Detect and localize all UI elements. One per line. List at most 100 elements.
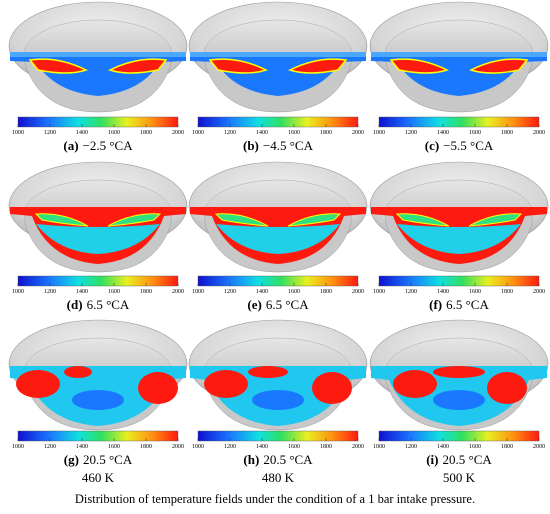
colorbar-tick-label: 1800 [140, 289, 152, 295]
panel-tag: (c) [425, 138, 439, 153]
hot-zone [138, 372, 178, 404]
warm-zone [72, 390, 124, 410]
streak [34, 213, 89, 227]
panel-tag: (d) [67, 297, 83, 312]
panel: 1000 1200 1400 1600 1800 2000 (e) 6.5 °CA [188, 161, 368, 312]
colorbar-tick-label: 1600 [469, 444, 481, 450]
caption: Distribution of temperature fields under… [75, 492, 475, 506]
colorbar-tick-label: 1000 [373, 130, 385, 136]
colorbar-tick-label: 1400 [437, 444, 449, 450]
colorbar-tick-label: 1400 [76, 444, 88, 450]
warm-zone [252, 390, 304, 410]
hot-zone [64, 366, 92, 378]
colorbar-tick-label: 1600 [288, 130, 300, 136]
panel-angle: −4.5 °CA [263, 138, 314, 153]
colorbar [378, 275, 540, 287]
colorbar-tick-label: 2000 [352, 130, 364, 136]
colorbar-tick-label: 1200 [224, 289, 236, 295]
panel-tag: (e) [247, 297, 261, 312]
colorbar-tick-label: 1000 [12, 444, 24, 450]
panel-label: (h) 20.5 °CA [243, 452, 313, 467]
warm-zone [433, 390, 485, 410]
panel-tag: (g) [64, 452, 79, 467]
colorbar-tick-label: 1000 [192, 444, 204, 450]
cool-zone [36, 224, 160, 254]
colorbar-tick-label: 1200 [44, 444, 56, 450]
colorbar-tick-label: 1800 [501, 130, 513, 136]
panel-angle: 6.5 °CA [446, 297, 489, 312]
streak [107, 213, 162, 227]
panel-angle: −5.5 °CA [443, 138, 494, 153]
colorbar-tick-label: 1200 [405, 289, 417, 295]
colorbar-tick-label: 1800 [140, 130, 152, 136]
panel-tag: (i) [426, 452, 438, 467]
colorbar-tick-label: 1000 [373, 444, 385, 450]
colorbar-tick-label: 2000 [172, 289, 184, 295]
panel-tag: (h) [243, 452, 259, 467]
colorbar-tick-label: 1200 [405, 444, 417, 450]
colorbar-tick-label: 1000 [192, 130, 204, 136]
colorbar-tick-label: 1800 [320, 130, 332, 136]
band [190, 52, 366, 57]
hot-zone [208, 58, 268, 74]
streak [395, 213, 450, 227]
hot-zone [393, 370, 437, 398]
panel: 1000 1200 1400 1600 1800 2000 (d) 6.5 °CA [8, 161, 188, 312]
hot-zone [204, 370, 248, 398]
colorbar [17, 116, 179, 128]
colorbar-tick-label: 1600 [108, 289, 120, 295]
colorbar [17, 275, 179, 287]
panel: 1000 1200 1400 1600 1800 2000 (h) 20.5 °CA 480 K [188, 319, 368, 485]
colorbar-tick-label: 1600 [469, 130, 481, 136]
colorbar-tick-label: 1000 [12, 130, 24, 136]
panel: 1000 1200 1400 1600 1800 2000 (c) −5.5 °CA [369, 1, 549, 153]
colorbar-tick-label: 2000 [533, 444, 545, 450]
colorbar-tick-label: 1800 [501, 289, 513, 295]
colorbar-tick-label: 1800 [320, 289, 332, 295]
colorbar-tick-label: 1200 [224, 444, 236, 450]
colorbar-tick-label: 1400 [256, 444, 268, 450]
colorbar [378, 116, 540, 128]
colorbar-tick-label: 1600 [108, 444, 120, 450]
panel-angle: 20.5 °CA [83, 452, 133, 467]
panel-angle: 6.5 °CA [87, 297, 130, 312]
panel-label: (e) 6.5 °CA [247, 297, 309, 312]
hot-zone [433, 366, 485, 378]
colorbar-tick-label: 1000 [192, 289, 204, 295]
colorbar-tick-label: 2000 [352, 289, 364, 295]
panel-label: (g) 20.5 °CA [64, 452, 133, 467]
streak [468, 213, 523, 227]
hot-zone [16, 370, 60, 398]
streak [287, 213, 342, 227]
hot-zone [288, 58, 348, 74]
colorbar-tick-label: 2000 [172, 130, 184, 136]
panel: 1000 1200 1400 1600 1800 2000 (b) −4.5 °CA [188, 1, 368, 153]
colorbar-tick-label: 1600 [469, 289, 481, 295]
colorbar-tick-label: 1800 [320, 444, 332, 450]
colorbar-tick-label: 2000 [533, 289, 545, 295]
hot-zone [28, 58, 88, 74]
colorbar-tick-label: 1400 [76, 130, 88, 136]
panel-sublabel: 460 K [82, 470, 115, 485]
panel: 1000 1200 1400 1600 1800 2000 (g) 20.5 °CA 460 K [8, 319, 188, 485]
streak [214, 213, 269, 227]
cool-zone [216, 224, 340, 254]
colorbar-tick-label: 1800 [140, 444, 152, 450]
panel-label: (d) 6.5 °CA [67, 297, 130, 312]
panel: 1000 1200 1400 1600 1800 2000 (a) −2.5 °CA [8, 1, 188, 153]
panel-angle: −2.5 °CA [83, 138, 134, 153]
panel-sublabel: 500 K [443, 470, 476, 485]
panel-angle: 20.5 °CA [263, 452, 313, 467]
band [371, 52, 547, 57]
colorbar [197, 275, 359, 287]
panel-label: (c) −5.5 °CA [425, 138, 494, 153]
colorbar [197, 116, 359, 128]
cool-zone [397, 224, 521, 254]
hot-zone [469, 58, 529, 74]
panel-label: (i) 20.5 °CA [426, 452, 492, 467]
panel-tag: (a) [63, 138, 78, 153]
colorbar-tick-label: 2000 [172, 444, 184, 450]
panel-angle: 20.5 °CA [443, 452, 493, 467]
panel-tag: (b) [243, 138, 259, 153]
